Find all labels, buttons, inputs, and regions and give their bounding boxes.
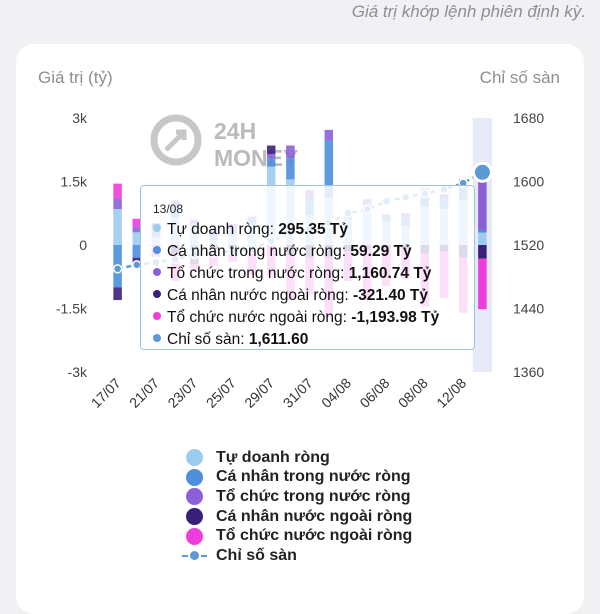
bar-segment-5: [132, 218, 142, 228]
watermark-text-line2: MONEY: [214, 145, 298, 171]
index-point-highlight: [471, 161, 493, 183]
legend-label: Cá nhân nước ngoài ròng: [216, 507, 413, 525]
bar-segment-4: [266, 145, 276, 154]
bar-segment-2: [478, 229, 487, 233]
x-tick-label: 06/08: [356, 375, 392, 411]
bar-segment-5: [113, 183, 122, 199]
bar-segment-3: [132, 227, 142, 233]
legend-label: Cá nhân trong nước ròng: [216, 468, 411, 486]
bar-segment-3: [478, 180, 487, 230]
legend-label: Tổ chức nước ngoài ròng: [216, 527, 413, 545]
tooltip-value: 59.29 Tỷ: [350, 243, 412, 260]
x-tick-label: 12/08: [433, 375, 469, 411]
x-tick-label: 04/08: [318, 375, 354, 411]
tooltip-label: Cá nhân trong nước ròng:: [167, 243, 351, 260]
legend-item[interactable]: Cá nhân nước ngoài ròng: [186, 507, 412, 527]
tooltip-row: Cá nhân trong nước ròng: 59.29 Tỷ: [153, 241, 462, 263]
y-tick-label: -1.5k: [56, 301, 88, 317]
tooltip-value: -321.40 Tỷ: [353, 287, 428, 304]
y-tick-label: 1.5k: [61, 174, 88, 190]
bar-segment-3: [286, 145, 295, 159]
y-axis-title: Giá trị (tỷ): [38, 68, 113, 87]
chart-subtitle: Giá trị khớp lệnh phiên định kỳ.: [351, 2, 586, 21]
tooltip-series-dot-icon: [153, 289, 161, 298]
bar-segment-3: [324, 129, 334, 141]
tooltip-value: -1,193.98 Tỷ: [351, 309, 440, 326]
chart-legend: Tự doanh ròng Cá nhân trong nước ròng Tổ c…: [182, 448, 412, 566]
bar-segment-3: [113, 198, 122, 210]
tooltip-value: 295.35 Tỷ: [278, 221, 349, 238]
legend-label: Chỉ số sàn: [216, 546, 297, 564]
legend-dot-icon: [186, 508, 203, 526]
legend-line-icon: [182, 547, 207, 564]
index-point: [112, 264, 123, 274]
tooltip-row: Tự doanh ròng: 295.35 Tỷ: [153, 219, 462, 241]
tooltip-value: 1,611.60: [248, 331, 309, 348]
bar-segment-2: [266, 158, 276, 167]
bar-segment-2: [324, 140, 334, 198]
y2-tick-label: 1440: [513, 301, 544, 317]
legend-item[interactable]: Chỉ số sàn: [182, 546, 412, 566]
x-tick-label: 29/07: [241, 375, 277, 411]
legend-item[interactable]: Cá nhân trong nước ròng: [186, 468, 412, 488]
bar-segment-1: [478, 232, 487, 245]
chart-tooltip: 13/08 Tự doanh ròng: 295.35 Tỷ Cá nhân tr…: [140, 185, 475, 350]
legend-label: Tự doanh ròng: [216, 448, 330, 466]
y-tick-label: 0: [79, 237, 87, 253]
x-tick-label: 31/07: [280, 375, 316, 411]
bar-segment-1: [113, 209, 122, 245]
bar-segment-4: [478, 245, 487, 259]
bar-segment-2: [286, 158, 295, 180]
tooltip-label: Tổ chức nước ngoài ròng:: [167, 309, 352, 326]
x-tick-label: 08/08: [395, 375, 431, 411]
bar-segment-5: [478, 258, 487, 310]
x-tick-label: 23/07: [164, 375, 200, 411]
y2-axis-title: Chỉ số sàn: [479, 68, 560, 87]
bar-segment-1: [132, 232, 142, 245]
bar-segment-4: [113, 287, 122, 301]
tooltip-series-dot-icon: [153, 311, 161, 320]
watermark-logo: [150, 114, 202, 166]
legend-label: Tổ chức trong nước ròng: [216, 487, 411, 505]
tooltip-series-dot-icon: [153, 267, 161, 276]
tooltip-series-dot-icon: [153, 245, 161, 254]
legend-item[interactable]: Tự doanh ròng: [186, 448, 412, 468]
x-tick-label: 25/07: [203, 375, 239, 411]
legend-item[interactable]: Tổ chức nước ngoài ròng: [186, 526, 412, 546]
legend-dot-icon: [186, 527, 203, 545]
y2-tick-label: 1680: [513, 110, 544, 126]
tooltip-row: Chỉ số sàn: 1,611.60: [153, 329, 462, 351]
y-tick-label: -3k: [68, 364, 88, 380]
legend-dot-icon: [186, 468, 203, 486]
x-tick-label: 21/07: [126, 375, 162, 411]
tooltip-value: 1,160.74 Tỷ: [348, 265, 432, 282]
x-tick-label: 17/07: [88, 375, 124, 411]
y2-tick-label: 1600: [513, 174, 544, 190]
tooltip-row: Tổ chức trong nước ròng: 1,160.74 Tỷ: [153, 263, 462, 285]
y2-tick-label: 1360: [513, 364, 544, 380]
tooltip-label: Tổ chức trong nước ròng:: [167, 265, 349, 282]
watermark-text-line1: 24H: [214, 118, 256, 144]
tooltip-series-dot-icon: [153, 333, 161, 342]
y-tick-label: 3k: [72, 110, 88, 126]
bar-segment-2: [132, 245, 142, 258]
tooltip-date: 13/08: [153, 202, 184, 216]
y2-tick-label: 1520: [513, 237, 544, 253]
bar-segment-3: [266, 153, 276, 159]
tooltip-row: Cá nhân nước ngoài ròng: -321.40 Tỷ: [153, 285, 462, 307]
tooltip-label: Tự doanh ròng:: [167, 221, 279, 238]
tooltip-label: Chỉ số sàn:: [167, 331, 249, 348]
legend-dot-icon: [186, 449, 203, 467]
tooltip-row: Tổ chức nước ngoài ròng: -1,193.98 Tỷ: [153, 307, 462, 329]
legend-item[interactable]: Tổ chức trong nước ròng: [186, 487, 412, 507]
tooltip-label: Cá nhân nước ngoài ròng:: [167, 287, 353, 304]
tooltip-series-dot-icon: [153, 223, 161, 232]
legend-dot-icon: [186, 488, 203, 506]
